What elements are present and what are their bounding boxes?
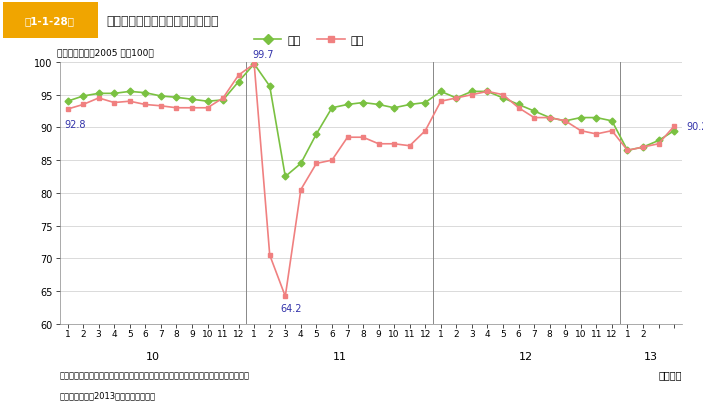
東北 [546, 116, 554, 121]
全国 [670, 129, 678, 134]
全国 [312, 132, 321, 137]
全国 [343, 103, 352, 108]
東北 [406, 144, 414, 149]
全国 [281, 175, 290, 179]
Text: （年月）: （年月） [659, 370, 682, 380]
全国 [421, 101, 430, 106]
東北 [639, 145, 647, 150]
全国 [437, 90, 445, 95]
全国 [266, 85, 274, 90]
東北 [188, 106, 196, 111]
Text: 東北地方の鉱工業生産指数の推移: 東北地方の鉱工業生産指数の推移 [107, 15, 219, 28]
全国 [607, 119, 616, 124]
全国 [157, 94, 165, 99]
Text: 92.8: 92.8 [65, 119, 86, 130]
全国 [515, 103, 523, 108]
Line: 東北: 東北 [65, 62, 676, 299]
Text: 10: 10 [146, 352, 160, 361]
全国 [110, 92, 118, 96]
東北 [390, 142, 399, 147]
東北 [63, 107, 72, 112]
全国 [219, 98, 227, 103]
全国 [530, 109, 538, 114]
東北 [654, 142, 663, 147]
東北 [624, 149, 632, 153]
全国 [592, 116, 600, 121]
全国 [654, 139, 663, 144]
全国 [328, 106, 336, 111]
東北 [328, 158, 336, 163]
全国 [483, 90, 491, 95]
全国 [639, 145, 647, 150]
Text: 99.7: 99.7 [252, 49, 274, 60]
東北 [499, 93, 508, 98]
東北 [375, 142, 383, 147]
全国 [234, 80, 243, 85]
Text: 第1-1-28図: 第1-1-28図 [25, 16, 75, 26]
全国 [359, 101, 367, 106]
全国 [375, 103, 383, 108]
Text: （注）　東北の2013年２月は速報値。: （注） 東北の2013年２月は速報値。 [60, 391, 156, 400]
東北 [234, 73, 243, 78]
東北 [250, 62, 259, 67]
Line: 全国: 全国 [65, 62, 676, 179]
全国 [94, 92, 103, 96]
東北 [452, 96, 460, 101]
東北 [79, 103, 87, 108]
Text: 90.2: 90.2 [687, 122, 703, 132]
東北 [141, 103, 150, 108]
東北 [530, 116, 538, 121]
東北 [483, 90, 491, 95]
Text: 資料：経済産業省「鉱工業生産指数」、東北経済産業局「東北地域鉱工業生産動向」: 資料：経済産業省「鉱工業生産指数」、東北経済産業局「東北地域鉱工業生産動向」 [60, 371, 250, 379]
東北 [437, 100, 445, 104]
全国 [297, 162, 305, 166]
東北 [312, 162, 321, 166]
東北 [592, 132, 600, 137]
全国 [63, 100, 72, 104]
Text: 12: 12 [520, 352, 534, 361]
東北 [359, 135, 367, 140]
全国 [172, 96, 181, 100]
東北 [467, 93, 476, 98]
Text: 64.2: 64.2 [280, 303, 302, 313]
東北 [670, 124, 678, 129]
全国 [79, 94, 87, 99]
Text: （季節調整値、2005 年＝100）: （季節調整値、2005 年＝100） [57, 49, 153, 58]
東北 [297, 188, 305, 192]
全国 [452, 96, 460, 101]
全国 [406, 103, 414, 108]
全国 [576, 116, 585, 121]
全国 [561, 119, 569, 124]
東北 [561, 119, 569, 124]
東北 [94, 96, 103, 101]
全国 [390, 106, 399, 111]
東北 [110, 101, 118, 106]
東北 [576, 129, 585, 134]
東北 [203, 106, 212, 111]
東北 [172, 106, 181, 111]
FancyBboxPatch shape [3, 3, 98, 39]
全国 [624, 149, 632, 153]
全国 [188, 98, 196, 102]
東北 [266, 253, 274, 258]
東北 [343, 135, 352, 140]
東北 [157, 104, 165, 109]
Text: 13: 13 [644, 352, 658, 361]
東北 [515, 106, 523, 111]
全国 [126, 90, 134, 95]
東北 [607, 129, 616, 134]
全国 [546, 116, 554, 121]
Legend: 全国, 東北: 全国, 東北 [250, 32, 368, 51]
東北 [281, 294, 290, 299]
全国 [203, 100, 212, 104]
全国 [499, 96, 508, 101]
全国 [467, 90, 476, 95]
Text: 11: 11 [333, 352, 347, 361]
東北 [126, 100, 134, 104]
全国 [250, 62, 259, 67]
東北 [219, 96, 227, 101]
全国 [141, 91, 150, 96]
東北 [421, 129, 430, 134]
